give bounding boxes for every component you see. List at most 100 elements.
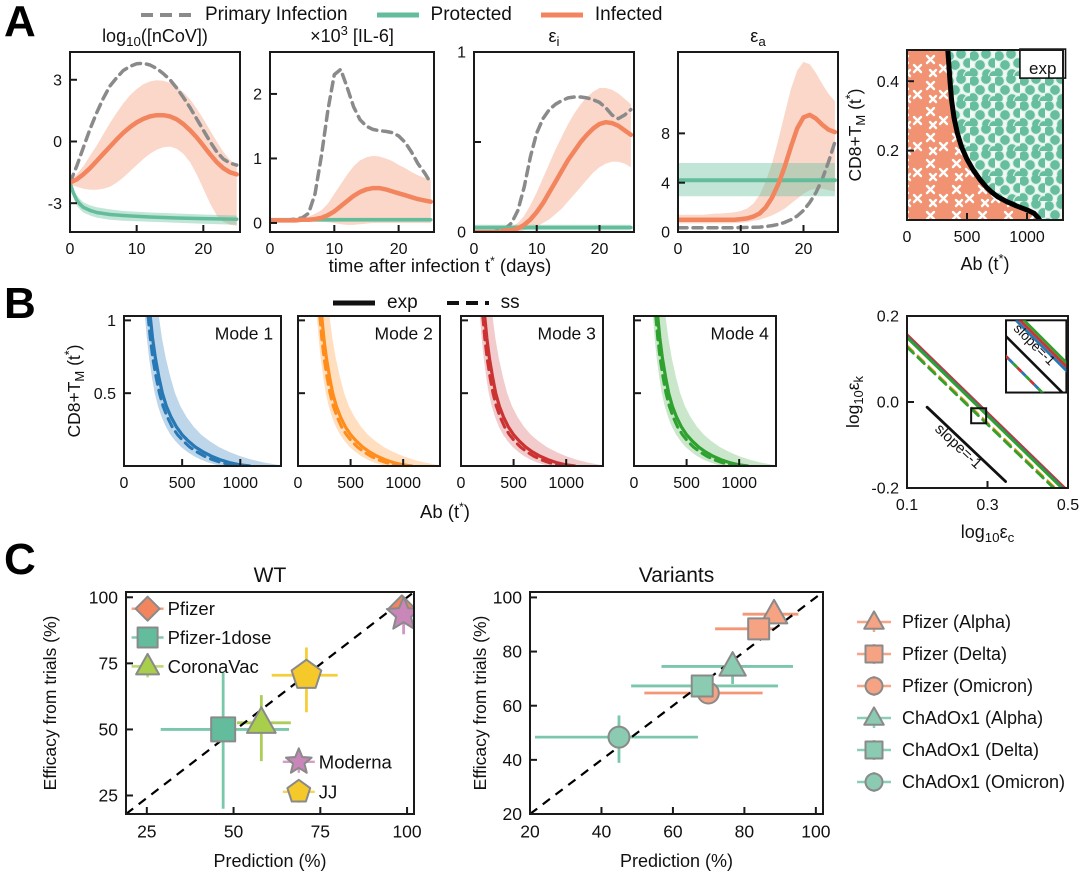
panel-a-legend: Primary Infection Protected Infected xyxy=(138,4,688,26)
svg-text:50: 50 xyxy=(99,720,119,740)
svg-text:Pfizer-1dose: Pfizer-1dose xyxy=(168,627,272,648)
square-marker-icon xyxy=(857,740,891,760)
legend-label: Pfizer (Delta) xyxy=(902,643,1008,664)
legend-item: Pfizer (Omicron) xyxy=(854,670,1065,702)
svg-text:1: 1 xyxy=(253,151,262,168)
solid-line-icon xyxy=(540,12,583,18)
svg-text:0: 0 xyxy=(266,241,275,258)
legend-item: exp xyxy=(330,292,418,314)
svg-text:75: 75 xyxy=(99,653,118,673)
chart-wt-efficacy: Pfizer Pfizer-1dose CoronaVac Moderna JJ 25 50… xyxy=(40,564,422,871)
svg-text:WT: WT xyxy=(254,564,287,587)
svg-text:1000: 1000 xyxy=(721,475,757,492)
chart-ea-timecourse: 0 10 20 0 4 8 εa xyxy=(661,26,839,258)
svg-text:-0.2: -0.2 xyxy=(871,481,899,498)
svg-text:0: 0 xyxy=(457,475,466,492)
svg-text:60: 60 xyxy=(663,822,683,842)
variants-legend: Pfizer (Alpha) Pfizer (Delta) Pfizer (Om… xyxy=(854,606,1065,798)
svg-text:100: 100 xyxy=(89,587,118,607)
svg-text:εa: εa xyxy=(750,26,766,49)
svg-text:0.0: 0.0 xyxy=(877,395,899,412)
svg-text:Prediction (%): Prediction (%) xyxy=(620,851,733,871)
svg-text:10: 10 xyxy=(528,241,546,258)
legend-label: Pfizer (Omicron) xyxy=(902,675,1034,696)
legend-item: ss xyxy=(444,292,520,314)
legend-item: Infected xyxy=(538,4,662,26)
svg-text:100: 100 xyxy=(493,588,522,608)
svg-text:60: 60 xyxy=(503,696,523,716)
svg-text:0.5: 0.5 xyxy=(1057,497,1079,514)
svg-text:log10εk: log10εk xyxy=(843,375,866,428)
legend-label: ss xyxy=(500,292,520,313)
svg-text:log10([nCoV]): log10([nCoV]) xyxy=(102,26,208,49)
legend-label: ChAdOx1 (Alpha) xyxy=(902,707,1044,728)
legend-item: Pfizer (Alpha) xyxy=(854,606,1065,638)
panel-a-label: A xyxy=(4,0,36,46)
svg-text:Efficacy from trials (%): Efficacy from trials (%) xyxy=(40,616,60,791)
svg-text:exp: exp xyxy=(1029,59,1056,78)
svg-text:Mode 4: Mode 4 xyxy=(711,324,770,344)
svg-text:0.3: 0.3 xyxy=(976,497,998,514)
svg-text:1000: 1000 xyxy=(1009,229,1045,246)
svg-text:1000: 1000 xyxy=(385,475,421,492)
svg-text:CoronaVac: CoronaVac xyxy=(168,656,259,677)
legend-label: ChAdOx1 (Delta) xyxy=(902,739,1040,760)
svg-text:CD8+TM (t*): CD8+TM (t*) xyxy=(62,345,87,438)
svg-text:0.5: 0.5 xyxy=(94,386,116,403)
svg-text:0: 0 xyxy=(120,475,129,492)
svg-text:80: 80 xyxy=(735,822,755,842)
chart-variants-efficacy: 20 40 60 80 100 20 40 60 80 100 Variants Prediction… xyxy=(470,564,831,871)
svg-text:8: 8 xyxy=(661,126,670,143)
triangle-marker-icon xyxy=(857,610,891,632)
svg-text:40: 40 xyxy=(503,750,523,770)
svg-text:20: 20 xyxy=(520,822,540,842)
chart-il6-timecourse: 0 10 20 0 1 2 ×103 [IL-6] xyxy=(253,23,435,258)
svg-text:50: 50 xyxy=(224,822,244,842)
chart-mode2: Mode 2 0 500 1000 xyxy=(294,315,441,492)
chart-mode4: Mode 4 0 500 1000 xyxy=(630,315,777,492)
triangle-marker-icon xyxy=(857,706,891,728)
legend-label: Protected xyxy=(430,4,512,25)
svg-text:40: 40 xyxy=(592,822,612,842)
legend-item: ChAdOx1 (Delta) xyxy=(854,734,1065,766)
solid-line-icon xyxy=(376,12,419,18)
svg-text:Efficacy from trials (%): Efficacy from trials (%) xyxy=(470,616,490,791)
svg-text:0: 0 xyxy=(903,229,912,246)
legend-item: Primary Infection xyxy=(138,4,348,26)
legend-item: ChAdOx1 (Omicron) xyxy=(854,766,1065,798)
svg-text:3: 3 xyxy=(53,72,62,89)
svg-text:25: 25 xyxy=(99,786,118,806)
svg-text:0: 0 xyxy=(53,134,62,151)
svg-text:500: 500 xyxy=(673,475,700,492)
svg-text:Variants: Variants xyxy=(639,564,714,587)
chart-mode1: Mode 1 0 500 1000 0.5 1 CD8+TM (t*) xyxy=(62,313,282,492)
svg-text:10: 10 xyxy=(325,241,343,258)
svg-text:500: 500 xyxy=(337,475,364,492)
svg-text:log10εc: log10εc xyxy=(961,522,1015,545)
svg-text:CD8+TM (t*): CD8+TM (t*) xyxy=(843,89,868,182)
svg-text:0: 0 xyxy=(253,216,262,233)
svg-text:75: 75 xyxy=(311,822,330,842)
panel-b-label: B xyxy=(4,279,36,328)
legend-label: Pfizer (Alpha) xyxy=(902,611,1012,632)
circle-marker-icon xyxy=(857,676,891,696)
svg-text:0: 0 xyxy=(630,475,639,492)
svg-text:2: 2 xyxy=(253,87,262,104)
svg-text:0: 0 xyxy=(457,225,466,242)
svg-text:20: 20 xyxy=(390,241,408,258)
svg-text:0.2: 0.2 xyxy=(877,143,899,160)
svg-text:20: 20 xyxy=(503,804,523,824)
panel-a-xlabel: time after infection t* (days) xyxy=(328,254,552,277)
svg-text:500: 500 xyxy=(954,229,981,246)
legend-item: Pfizer (Delta) xyxy=(854,638,1065,670)
square-marker-icon xyxy=(857,644,891,664)
svg-text:0: 0 xyxy=(674,241,683,258)
svg-text:Mode 2: Mode 2 xyxy=(375,324,433,344)
chart-ei-timecourse: 0 10 20 0 1 εi xyxy=(457,26,635,258)
solid-line-icon xyxy=(333,300,375,306)
chart-phase-diagram: exp 0 500 1000 0.2 0.4 Ab (t*) CD8+TM (t*) xyxy=(843,48,1067,274)
dashed-line-icon xyxy=(141,13,193,17)
svg-text:500: 500 xyxy=(169,475,196,492)
